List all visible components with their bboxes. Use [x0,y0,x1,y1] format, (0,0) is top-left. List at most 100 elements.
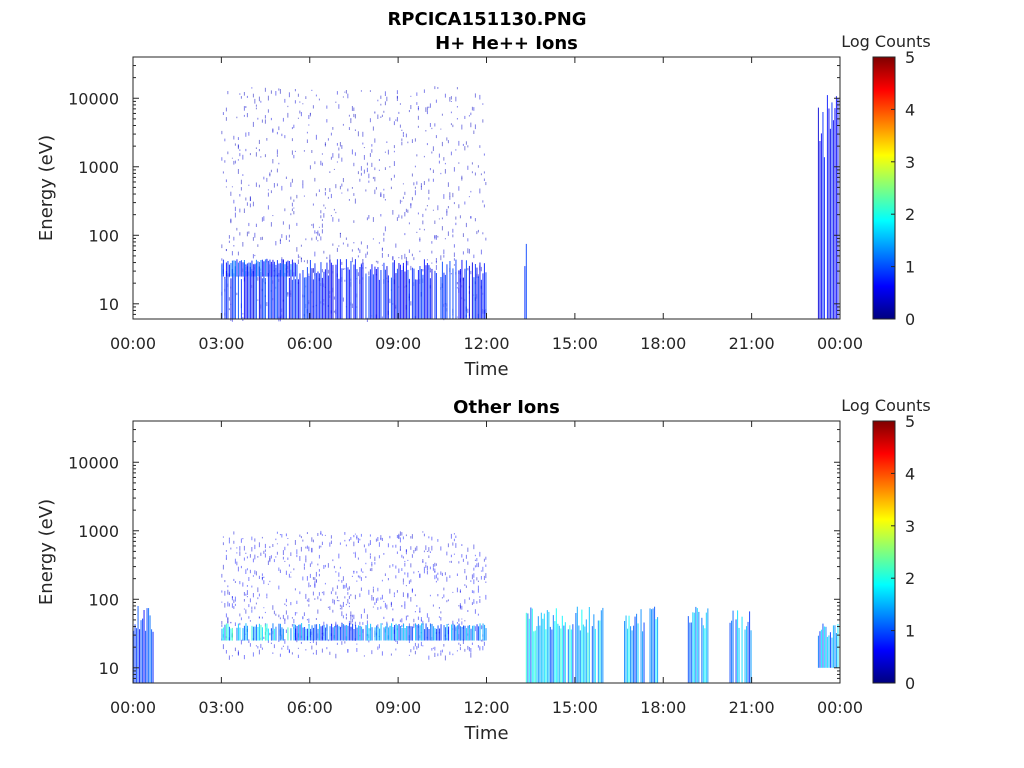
data-cell [270,555,272,559]
data-cell [581,609,583,683]
data-cell [338,147,340,151]
data-cell [252,264,254,277]
data-cell [386,623,388,641]
data-cell [245,148,247,152]
data-cell [419,237,421,241]
data-cell [342,602,344,607]
data-cell [311,547,313,553]
data-cell [306,259,308,264]
data-cell [356,643,358,645]
data-cell [317,533,319,536]
data-cell [267,95,269,101]
data-cell [429,168,431,171]
data-cell [454,624,456,641]
data-cell [334,626,336,641]
data-cell [434,123,436,127]
data-cell [307,628,309,641]
data-cell [260,156,262,158]
data-cell [228,235,230,239]
data-cell [360,568,362,572]
data-cell [451,624,453,641]
data-cell [323,591,325,596]
data-cell [243,114,245,117]
data-cell [428,197,430,200]
data-cell [248,132,250,136]
data-cell [270,275,272,319]
data-cell [323,250,325,254]
data-cell [279,569,281,573]
data-cell [416,181,418,185]
data-cell [395,243,397,248]
data-cell [230,547,232,550]
data-cell [278,162,280,165]
data-cell [474,609,476,614]
data-cell [353,220,355,223]
data-cell [317,628,319,641]
data-cell [422,220,424,225]
data-cell [290,182,292,187]
data-cell [278,263,280,277]
data-cell [324,564,326,568]
data-cell [255,571,257,576]
data-cell [340,627,342,641]
data-cell [234,260,236,277]
data-cell [479,551,481,557]
data-cell [249,643,251,647]
data-cell [477,645,479,648]
data-cell [414,611,416,613]
data-cell [312,105,314,109]
data-cell [290,628,292,641]
data-cell [434,235,436,238]
data-cell [270,222,272,227]
data-cell [342,178,344,183]
data-cell [258,149,260,152]
data-cell [446,264,448,319]
data-cell [423,569,425,574]
data-cell [330,132,332,136]
data-cell [252,271,254,319]
data-cell [270,261,272,277]
data-cell [429,278,431,319]
data-cell [333,296,335,300]
data-cell [323,204,325,207]
data-cell [252,652,254,657]
data-cell [429,103,431,108]
data-cell [434,220,436,224]
data-cell [435,265,437,270]
data-cell [408,580,410,584]
data-cell [425,562,427,564]
data-cell [353,264,355,319]
data-cell [453,167,455,172]
data-cell [377,260,379,264]
data-cell [293,124,295,129]
data-cell [318,573,320,577]
data-cell [404,560,406,562]
data-cell [390,178,392,181]
data-cell [257,244,259,247]
data-cell [835,633,837,668]
data-cell [386,141,388,143]
data-cell [443,625,445,641]
data-cell [261,278,263,319]
data-cell [453,264,455,266]
data-cell [275,613,277,616]
data-cell [407,572,409,574]
data-cell [570,629,572,683]
data-cell [293,207,295,209]
data-cell [528,618,530,683]
data-cell [306,139,308,143]
data-cell [273,610,275,615]
data-cell [369,540,371,545]
data-cell [251,547,253,552]
data-cell [221,264,223,277]
data-cell [384,91,386,96]
data-cell [221,258,223,261]
data-cell [374,112,376,114]
data-cell [249,554,251,558]
data-cell [254,570,256,575]
data-cell [404,572,406,575]
data-cell [225,650,227,654]
data-cell [444,655,446,661]
data-cell [450,533,452,539]
